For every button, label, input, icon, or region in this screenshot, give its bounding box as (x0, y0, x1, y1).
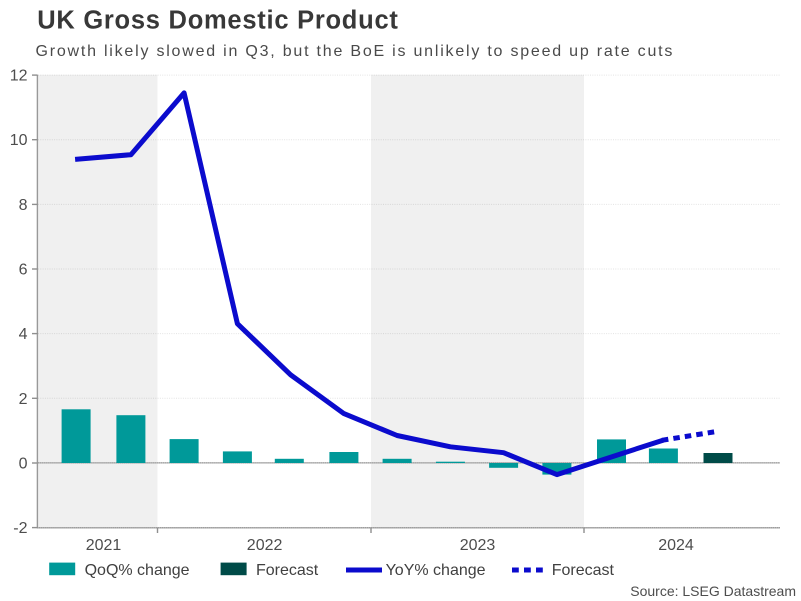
svg-text:-2: -2 (13, 520, 27, 537)
svg-text:4: 4 (19, 326, 28, 343)
svg-text:UK Gross Domestic Product: UK Gross Domestic Product (37, 7, 398, 35)
svg-text:Forecast: Forecast (552, 562, 615, 579)
svg-text:0: 0 (19, 456, 28, 473)
svg-text:2023: 2023 (460, 537, 496, 554)
svg-text:2: 2 (19, 391, 28, 408)
svg-text:Forecast: Forecast (256, 562, 319, 579)
svg-text:Source: LSEG Datastream: Source: LSEG Datastream (630, 583, 796, 599)
svg-text:6: 6 (19, 262, 28, 279)
svg-text:2022: 2022 (247, 537, 283, 554)
svg-text:2021: 2021 (86, 537, 122, 554)
svg-text:8: 8 (19, 197, 28, 214)
svg-text:Growth likely slowed in Q3, bu: Growth likely slowed in Q3, but the BoE … (36, 43, 675, 60)
svg-text:QoQ% change: QoQ% change (85, 562, 190, 579)
svg-text:2024: 2024 (658, 537, 694, 554)
svg-text:YoY% change: YoY% change (386, 562, 486, 579)
svg-text:12: 12 (10, 68, 28, 85)
svg-text:10: 10 (10, 132, 28, 149)
